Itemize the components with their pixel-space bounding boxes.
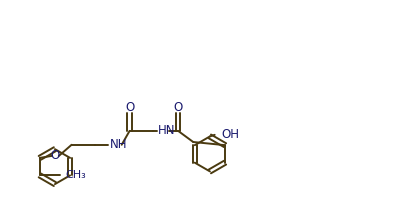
Text: O: O: [125, 101, 134, 114]
Text: OH: OH: [221, 128, 239, 141]
Text: O: O: [174, 101, 183, 114]
Text: NH: NH: [110, 138, 127, 151]
Text: HN: HN: [158, 124, 176, 137]
Text: O: O: [50, 149, 59, 162]
Text: CH₃: CH₃: [66, 170, 86, 180]
